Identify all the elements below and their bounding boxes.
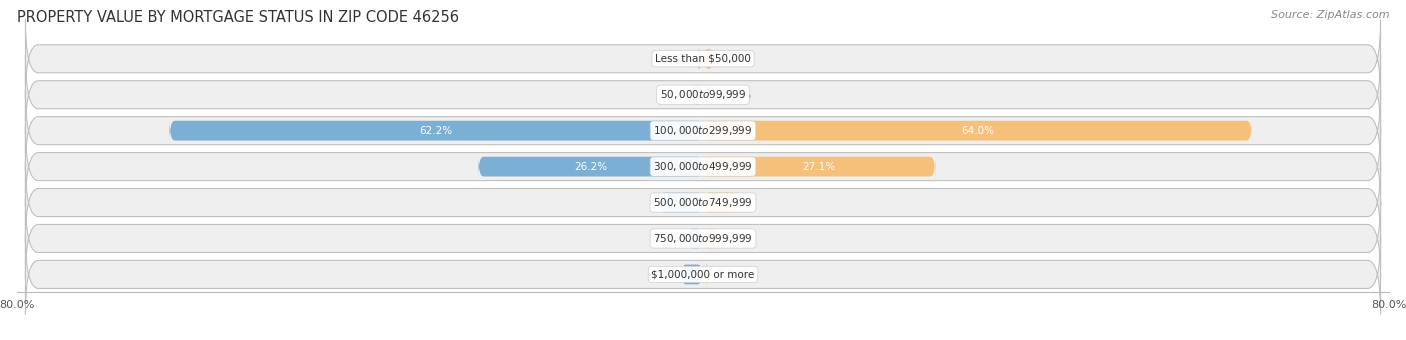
Text: 1.3%: 1.3% <box>721 54 748 64</box>
FancyBboxPatch shape <box>25 55 1381 135</box>
Text: Source: ZipAtlas.com: Source: ZipAtlas.com <box>1271 10 1389 20</box>
Text: 2.6%: 2.6% <box>647 269 673 279</box>
FancyBboxPatch shape <box>681 263 703 286</box>
Text: $500,000 to $749,999: $500,000 to $749,999 <box>654 196 752 209</box>
Text: 5.1%: 5.1% <box>668 198 695 207</box>
Text: 26.2%: 26.2% <box>574 162 607 172</box>
FancyBboxPatch shape <box>688 227 703 250</box>
FancyBboxPatch shape <box>703 83 711 106</box>
Text: 64.0%: 64.0% <box>960 126 994 136</box>
FancyBboxPatch shape <box>703 263 710 286</box>
FancyBboxPatch shape <box>478 155 703 178</box>
Text: 1.7%: 1.7% <box>724 234 751 243</box>
FancyBboxPatch shape <box>25 235 1381 314</box>
FancyBboxPatch shape <box>25 199 1381 278</box>
FancyBboxPatch shape <box>703 191 740 214</box>
FancyBboxPatch shape <box>25 163 1381 242</box>
Text: $1,000,000 or more: $1,000,000 or more <box>651 269 755 279</box>
Text: 0.89%: 0.89% <box>655 54 689 64</box>
Text: $100,000 to $299,999: $100,000 to $299,999 <box>654 124 752 137</box>
Text: 0.97%: 0.97% <box>718 90 751 100</box>
FancyBboxPatch shape <box>25 19 1381 99</box>
FancyBboxPatch shape <box>703 155 935 178</box>
Text: 1.3%: 1.3% <box>658 90 685 100</box>
FancyBboxPatch shape <box>692 83 703 106</box>
Text: 0.83%: 0.83% <box>717 269 749 279</box>
Text: 1.8%: 1.8% <box>654 234 681 243</box>
Text: 62.2%: 62.2% <box>420 126 453 136</box>
FancyBboxPatch shape <box>703 119 1251 142</box>
FancyBboxPatch shape <box>25 91 1381 171</box>
Text: Less than $50,000: Less than $50,000 <box>655 54 751 64</box>
FancyBboxPatch shape <box>696 47 703 70</box>
FancyBboxPatch shape <box>659 191 703 214</box>
FancyBboxPatch shape <box>703 47 714 70</box>
FancyBboxPatch shape <box>25 127 1381 206</box>
Text: 27.1%: 27.1% <box>803 162 835 172</box>
Text: 4.2%: 4.2% <box>707 198 734 207</box>
Text: $50,000 to $99,999: $50,000 to $99,999 <box>659 88 747 101</box>
FancyBboxPatch shape <box>170 119 703 142</box>
Text: $750,000 to $999,999: $750,000 to $999,999 <box>654 232 752 245</box>
Text: $300,000 to $499,999: $300,000 to $499,999 <box>654 160 752 173</box>
FancyBboxPatch shape <box>703 227 717 250</box>
Text: PROPERTY VALUE BY MORTGAGE STATUS IN ZIP CODE 46256: PROPERTY VALUE BY MORTGAGE STATUS IN ZIP… <box>17 10 458 25</box>
